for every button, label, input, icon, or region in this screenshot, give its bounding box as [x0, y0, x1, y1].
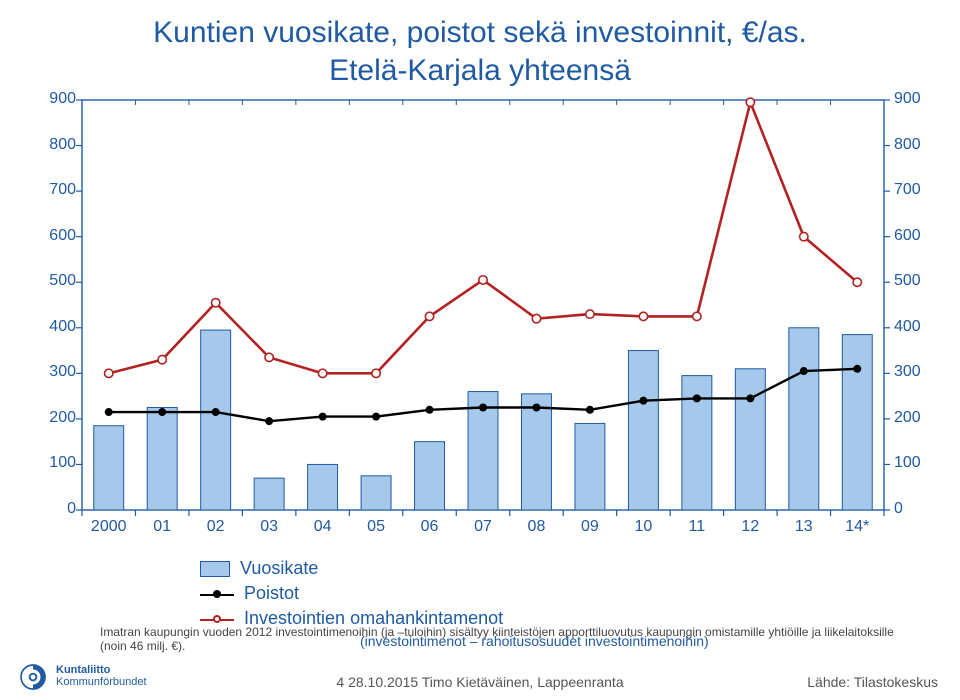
x-tick: 01 — [153, 518, 171, 536]
y-tick-right: 100 — [894, 454, 934, 472]
chart-svg — [42, 92, 918, 552]
y-tick-right: 700 — [894, 181, 934, 199]
y-tick-left: 900 — [36, 90, 76, 108]
x-tick: 07 — [474, 518, 492, 536]
legend-item-poistot: Poistot — [200, 583, 760, 604]
line-red-swatch-icon — [200, 612, 234, 626]
y-tick-right: 500 — [894, 272, 934, 290]
footer: Kuntaliitto Kommunförbundet 4 28.10.2015… — [0, 660, 960, 698]
y-tick-right: 800 — [894, 136, 934, 154]
footnote: Imatran kaupungin vuoden 2012 investoint… — [100, 625, 900, 653]
line-black-swatch-icon — [200, 587, 234, 601]
y-tick-left: 100 — [36, 454, 76, 472]
y-tick-right: 400 — [894, 318, 934, 336]
x-tick: 03 — [260, 518, 278, 536]
legend-item-vuosikate: Vuosikate — [200, 558, 760, 579]
page: Kuntien vuosikate, poistot sekä investoi… — [0, 0, 960, 700]
x-tick: 05 — [367, 518, 385, 536]
x-tick: 08 — [528, 518, 546, 536]
y-tick-right: 900 — [894, 90, 934, 108]
legend-label: Poistot — [244, 583, 299, 604]
x-tick: 06 — [421, 518, 439, 536]
x-tick: 10 — [634, 518, 652, 536]
x-tick: 12 — [741, 518, 759, 536]
x-tick: 14* — [845, 518, 869, 536]
legend-label: Vuosikate — [240, 558, 318, 579]
y-tick-left: 0 — [36, 500, 76, 518]
x-tick: 2000 — [91, 518, 127, 536]
x-tick: 02 — [207, 518, 225, 536]
y-tick-left: 300 — [36, 363, 76, 381]
y-tick-left: 600 — [36, 227, 76, 245]
x-tick: 11 — [689, 518, 706, 536]
x-tick: 04 — [314, 518, 332, 536]
y-tick-left: 800 — [36, 136, 76, 154]
y-tick-left: 700 — [36, 181, 76, 199]
x-tick: 13 — [795, 518, 813, 536]
footer-source: Lähde: Tilastokeskus — [807, 674, 938, 690]
y-tick-left: 200 — [36, 409, 76, 427]
y-tick-right: 0 — [894, 500, 934, 518]
x-tick: 09 — [581, 518, 599, 536]
y-tick-left: 400 — [36, 318, 76, 336]
y-tick-right: 300 — [894, 363, 934, 381]
chart-title: Kuntien vuosikate, poistot sekä investoi… — [0, 14, 960, 89]
y-tick-left: 500 — [36, 272, 76, 290]
y-tick-right: 200 — [894, 409, 934, 427]
chart: 0100200300400500600700800900 01002003004… — [42, 92, 918, 552]
bar-swatch-icon — [200, 561, 230, 577]
y-tick-right: 600 — [894, 227, 934, 245]
